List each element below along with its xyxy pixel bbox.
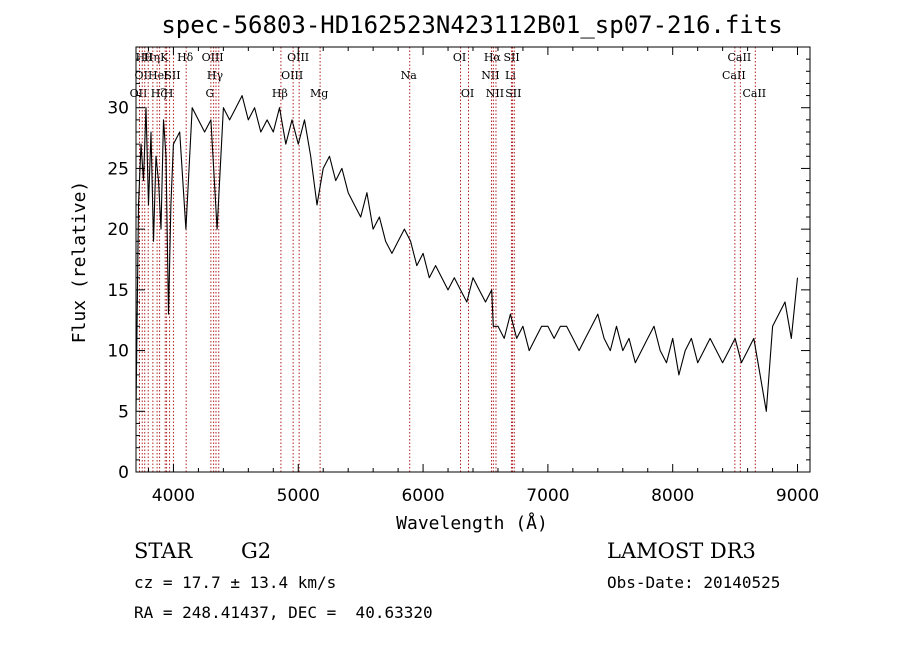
line-label: Hδ [177,51,194,64]
line-label: CaII [742,87,766,100]
y-tick-label: 10 [107,342,129,362]
line-label: I [163,69,167,82]
line-label: OII [130,87,148,100]
line-label: Hβ [272,87,288,100]
y-axis-label: Flux (relative) [69,181,90,344]
y-tick-label: 20 [107,220,129,240]
line-label: Hγ [207,69,224,82]
spectrum-series [135,95,799,412]
line-label: G [205,87,214,100]
y-tick-label: 5 [118,402,129,422]
line-label: SII [503,51,519,64]
y-tick-label: 0 [118,463,129,483]
line-label: OI [461,87,474,100]
line-label: OIII [281,69,303,82]
obs-date: Obs-Date: 20140525 [607,573,781,592]
x-tick-label: 5000 [277,486,320,506]
line-label: K [160,51,169,64]
line-label: H [164,87,174,100]
line-label: NII [481,69,499,82]
y-tick-label: 25 [107,159,129,179]
redshift-value: cz = 17.7 ± 13.4 km/s [134,573,337,592]
plot-frame [135,46,811,473]
line-label: SII [505,87,521,100]
line-label: He [148,69,164,82]
line-label: NII [486,87,504,100]
object-class: STAR [134,539,193,563]
line-label: Hα [484,51,502,64]
x-axis-label: Wavelength (Å) [396,512,548,534]
y-tick-label: 30 [107,99,129,119]
spectrum-line [135,95,799,412]
chart-title: spec-56803-HD162523N423112B01_sp07-216.f… [161,11,782,39]
line-label: OIII [202,51,224,64]
x-tick-label: 6000 [401,486,444,506]
line-label: Hη [144,51,160,64]
line-label: OIII [287,51,309,64]
survey-name: LAMOST DR3 [607,539,756,563]
y-tick-label: 15 [107,281,129,301]
coordinates: RA = 248.41437, DEC = 40.63320 [134,603,433,622]
x-tick-label: 9000 [776,486,819,506]
line-label: CaII [728,51,752,64]
line-label: Li [505,69,516,82]
line-label: Na [401,69,418,82]
line-label: Mg [310,87,328,100]
spectral-subclass: G2 [241,539,272,563]
x-tick-label: 8000 [651,486,694,506]
line-label: CaII [722,69,746,82]
line-label: OI [453,51,466,64]
line-label: Hζ [151,87,167,100]
x-tick-label: 4000 [152,486,195,506]
line-label: SII [164,69,180,82]
x-tick-label: 7000 [526,486,569,506]
axes: 4000 5000 6000 7000 8000 9000 0 5 10 15 20 25 30 [107,47,819,506]
